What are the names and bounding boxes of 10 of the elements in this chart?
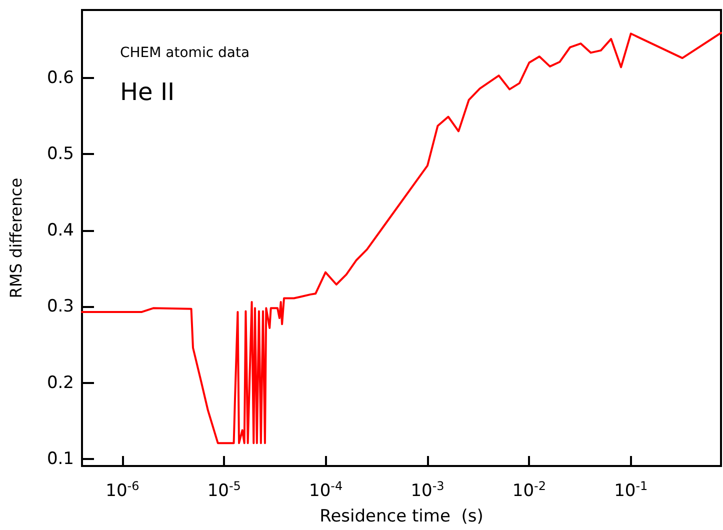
y-tick-label: 0.3 xyxy=(46,296,74,317)
annotation: CHEM atomic data xyxy=(120,45,250,61)
y-tick-label: 0.2 xyxy=(46,372,74,393)
y-tick-label: 0.6 xyxy=(46,68,74,88)
annotation: He II xyxy=(120,78,175,106)
y-tick-label: 0.4 xyxy=(46,220,74,240)
y-axis-title: RMS difference xyxy=(6,178,26,298)
y-tick-label: 0.1 xyxy=(46,449,74,470)
x-axis-title: Residence time (s) xyxy=(320,506,484,526)
y-tick-label: 0.5 xyxy=(46,144,74,164)
